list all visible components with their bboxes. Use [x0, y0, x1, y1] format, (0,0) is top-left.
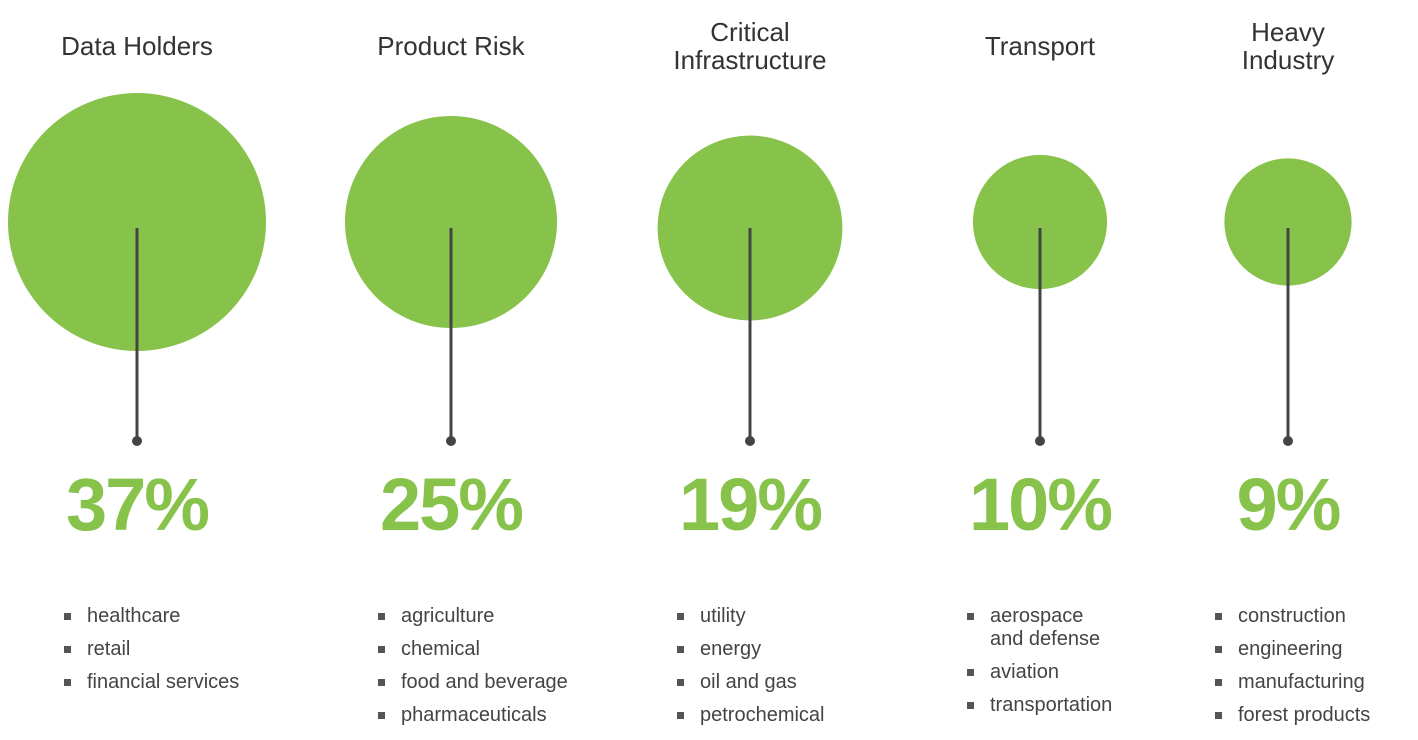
list-item: healthcare — [62, 605, 272, 628]
connector-dot — [132, 436, 142, 446]
percent-label: 9% — [1236, 463, 1342, 546]
item-list: agriculture chemical food and beverage phar… — [376, 605, 586, 737]
category-title: Transport — [984, 31, 1096, 61]
list-item: forest products — [1213, 704, 1418, 727]
list-item: engineering — [1213, 638, 1418, 661]
list-item: aviation — [965, 661, 1115, 684]
connector-dot — [1283, 436, 1293, 446]
item-list: construction engineering manufacturing fore… — [1213, 605, 1418, 737]
list-item: construction — [1213, 605, 1418, 628]
percent-label: 10% — [968, 463, 1113, 546]
list-item: utility — [675, 605, 885, 628]
connector-dot — [1035, 436, 1045, 446]
bubble — [344, 115, 558, 329]
connector-dot — [446, 436, 456, 446]
list-item: energy — [675, 638, 885, 661]
list-item: manufacturing — [1213, 671, 1418, 694]
list-item: transportation — [965, 694, 1115, 717]
list-item: petrochemical — [675, 704, 885, 727]
list-item: aerospace and defense — [965, 605, 1115, 651]
category-title: Data Holders — [61, 31, 213, 61]
bubble — [8, 93, 266, 351]
bubble — [972, 154, 1108, 290]
percent-label: 37% — [65, 463, 210, 546]
bubble — [1224, 158, 1352, 286]
category-title: Critical Infrastructure — [673, 17, 827, 75]
item-list: healthcare retail financial services — [62, 605, 272, 704]
item-list: utility energy oil and gas petrochemical — [675, 605, 885, 737]
list-item: pharmaceuticals — [376, 704, 586, 727]
item-list: aerospace and defense aviation transportat… — [965, 605, 1115, 727]
list-item: financial services — [62, 671, 272, 694]
list-item: chemical — [376, 638, 586, 661]
list-item: oil and gas — [675, 671, 885, 694]
connector-dot — [745, 436, 755, 446]
category-title: Product Risk — [377, 31, 525, 61]
category-title: Heavy Industry — [1241, 17, 1335, 75]
percent-label: 19% — [678, 463, 823, 546]
list-item: food and beverage — [376, 671, 586, 694]
list-item: retail — [62, 638, 272, 661]
percent-label: 25% — [379, 463, 524, 546]
list-item: agriculture — [376, 605, 586, 628]
